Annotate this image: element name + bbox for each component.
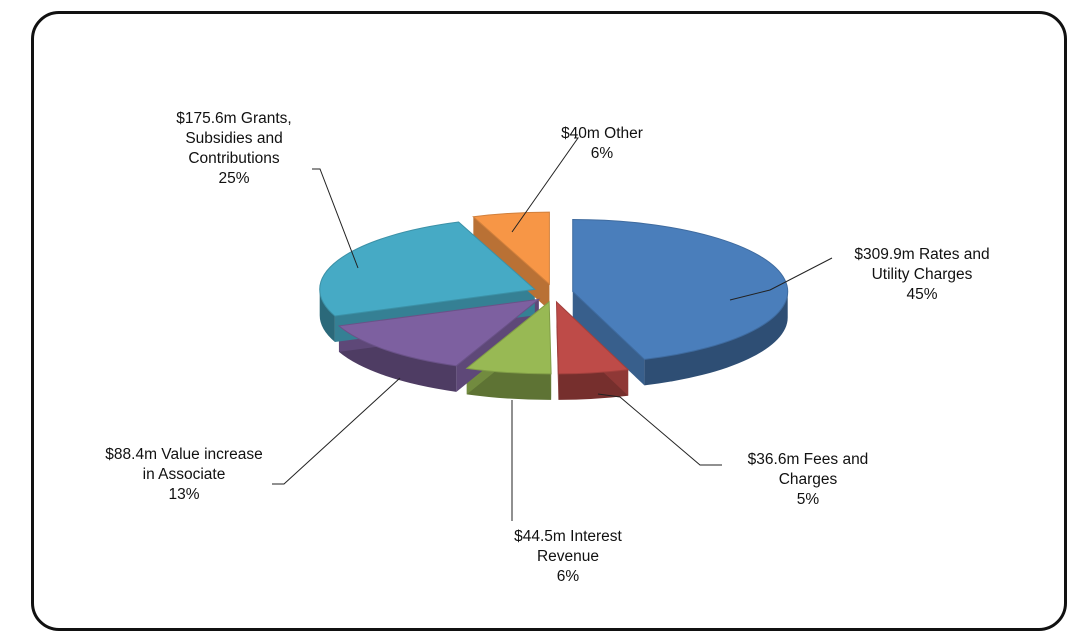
slice-label-line: Utility Charges	[872, 266, 973, 283]
pie-slice-3	[337, 298, 541, 367]
slice-label-line: $40m Other	[561, 125, 643, 142]
slice-label-line: Charges	[779, 471, 838, 488]
slice-label-line: $44.5m Interest	[514, 528, 622, 545]
slice-label-line: $309.9m Rates and	[854, 246, 989, 263]
leader-line-3	[272, 377, 401, 485]
slice-label-5: $40m Other 6%	[561, 125, 643, 162]
slice-label-line: 25%	[218, 170, 249, 187]
slice-label-line: in Associate	[143, 466, 226, 483]
slice-label-3: $88.4m Value increase in Associate 13%	[105, 446, 262, 503]
leader-line-1	[597, 393, 722, 466]
pie-chart: $309.9m Rates and Utility Charges 45% $36.6…	[105, 110, 989, 585]
pie-slice-0	[572, 218, 789, 360]
leader-line-5	[511, 137, 579, 233]
pie-slice-4	[319, 221, 536, 317]
pie-slice-1	[555, 300, 630, 375]
slice-label-line: Revenue	[537, 548, 599, 565]
slice-label-line: 45%	[906, 286, 937, 303]
slice-label-4: $175.6m Grants, Subsidies and Contribution…	[176, 110, 291, 187]
leader-line-4	[312, 168, 359, 269]
slice-label-line: 6%	[557, 568, 580, 585]
pie-slice-side-4	[319, 289, 335, 342]
slice-label-2: $44.5m Interest Revenue 6%	[514, 528, 622, 585]
slice-label-line: 6%	[591, 145, 614, 162]
slice-label-line: 5%	[797, 491, 820, 508]
slice-label-line: Subsidies and	[185, 130, 282, 147]
pie-slice-2	[465, 300, 552, 375]
slice-label-line: 13%	[168, 486, 199, 503]
slice-label-0: $309.9m Rates and Utility Charges 45%	[854, 246, 989, 303]
slice-label-line: $36.6m Fees and	[748, 451, 869, 468]
slice-label-line: Contributions	[188, 150, 280, 167]
slice-label-line: $175.6m Grants,	[176, 110, 291, 127]
pie-slice-side-3	[338, 325, 457, 392]
pie-slice-cut-0-1	[572, 291, 645, 386]
slice-label-1: $36.6m Fees and Charges 5%	[748, 451, 869, 508]
pie-slice-5	[472, 211, 550, 286]
pie-slice-side-0	[644, 291, 788, 386]
leader-line-0	[729, 257, 833, 301]
slice-label-line: $88.4m Value increase	[105, 446, 262, 463]
